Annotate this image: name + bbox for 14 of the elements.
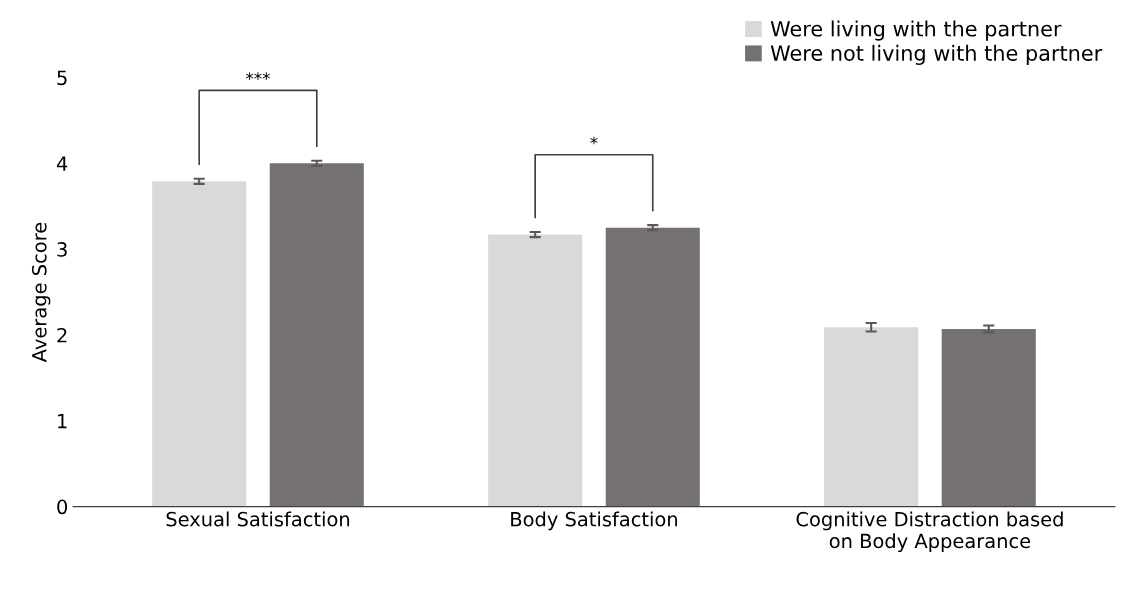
y-tick-label: 5 xyxy=(57,70,67,86)
y-tick-label: 3 xyxy=(57,242,67,257)
y-tick-label: 2 xyxy=(57,327,67,343)
y-tick-label: 4 xyxy=(56,156,68,171)
y-tick-label: 1 xyxy=(58,413,67,429)
legend-label: Were living with the partner xyxy=(770,20,1062,41)
x-tick-label: Sexual Satisfaction xyxy=(166,511,350,527)
x-tick-label: Cognitive Distraction based on Body Appearance xyxy=(796,511,1063,553)
annotation: *** xyxy=(245,72,270,80)
y-tick-label: 0 xyxy=(57,499,68,515)
x-tick-label: Body Satisfaction xyxy=(511,511,677,531)
y-axis-title: Average Score xyxy=(31,222,51,363)
annotation: * xyxy=(590,136,598,145)
legend-label: Were not living with the partner xyxy=(770,44,1103,65)
